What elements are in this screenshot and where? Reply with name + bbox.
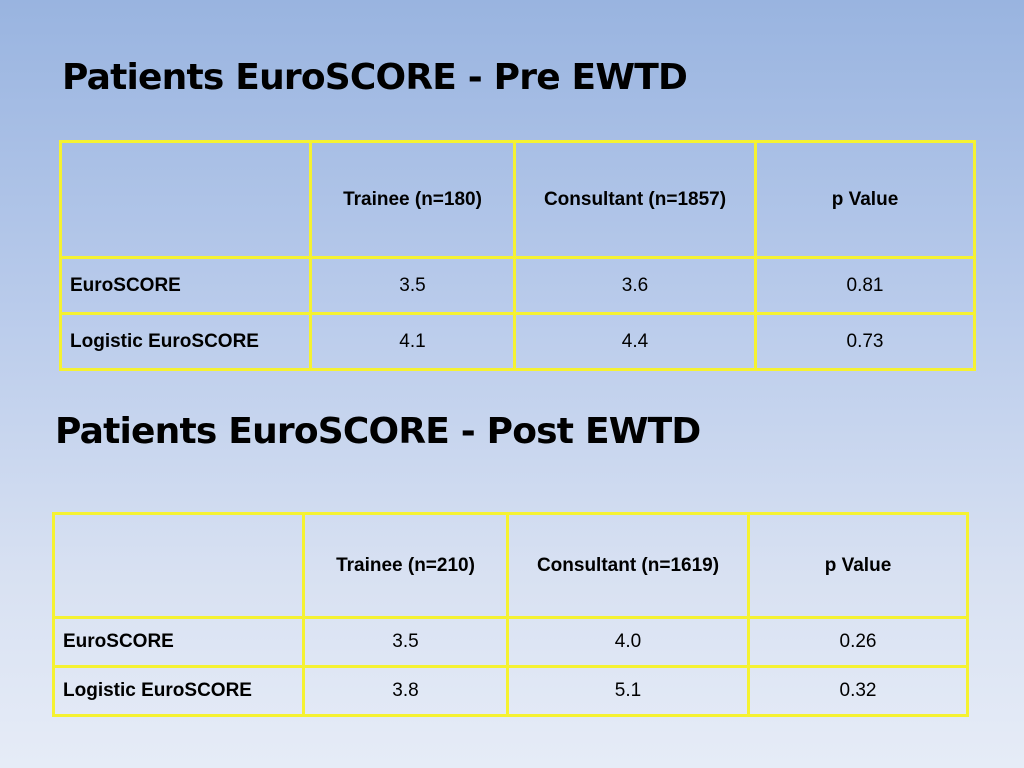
header-p-value: p Value: [754, 140, 976, 259]
header-p-value: p Value: [747, 512, 969, 619]
trainee-value: 3.5: [302, 616, 509, 668]
p-value: 0.81: [754, 256, 976, 315]
row-label: Logistic EuroSCORE: [52, 665, 305, 717]
row-label: EuroSCORE: [52, 616, 305, 668]
p-value: 0.73: [754, 312, 976, 371]
table-header-row: Trainee (n=180) Consultant (n=1857) p Va…: [59, 140, 976, 259]
pre-ewtd-table: Trainee (n=180) Consultant (n=1857) p Va…: [59, 140, 976, 371]
consultant-value: 5.1: [506, 665, 750, 717]
trainee-value: 4.1: [309, 312, 516, 371]
header-consultant: Consultant (n=1619): [506, 512, 750, 619]
table-row: EuroSCORE 3.5 3.6 0.81: [59, 256, 976, 315]
header-consultant: Consultant (n=1857): [513, 140, 757, 259]
consultant-value: 4.4: [513, 312, 757, 371]
table-row: EuroSCORE 3.5 4.0 0.26: [52, 616, 969, 668]
consultant-value: 3.6: [513, 256, 757, 315]
consultant-value: 4.0: [506, 616, 750, 668]
post-ewtd-table: Trainee (n=210) Consultant (n=1619) p Va…: [52, 512, 969, 717]
table-row: Logistic EuroSCORE 3.8 5.1 0.32: [52, 665, 969, 717]
table-header-row: Trainee (n=210) Consultant (n=1619) p Va…: [52, 512, 969, 619]
table-row: Logistic EuroSCORE 4.1 4.4 0.73: [59, 312, 976, 371]
p-value: 0.26: [747, 616, 969, 668]
pre-ewtd-title: Patients EuroSCORE - Pre EWTD: [62, 57, 688, 98]
post-ewtd-title: Patients EuroSCORE - Post EWTD: [55, 411, 701, 452]
p-value: 0.32: [747, 665, 969, 717]
header-cell-empty: [59, 140, 312, 259]
header-trainee: Trainee (n=180): [309, 140, 516, 259]
row-label: Logistic EuroSCORE: [59, 312, 312, 371]
trainee-value: 3.5: [309, 256, 516, 315]
header-trainee: Trainee (n=210): [302, 512, 509, 619]
header-cell-empty: [52, 512, 305, 619]
row-label: EuroSCORE: [59, 256, 312, 315]
trainee-value: 3.8: [302, 665, 509, 717]
